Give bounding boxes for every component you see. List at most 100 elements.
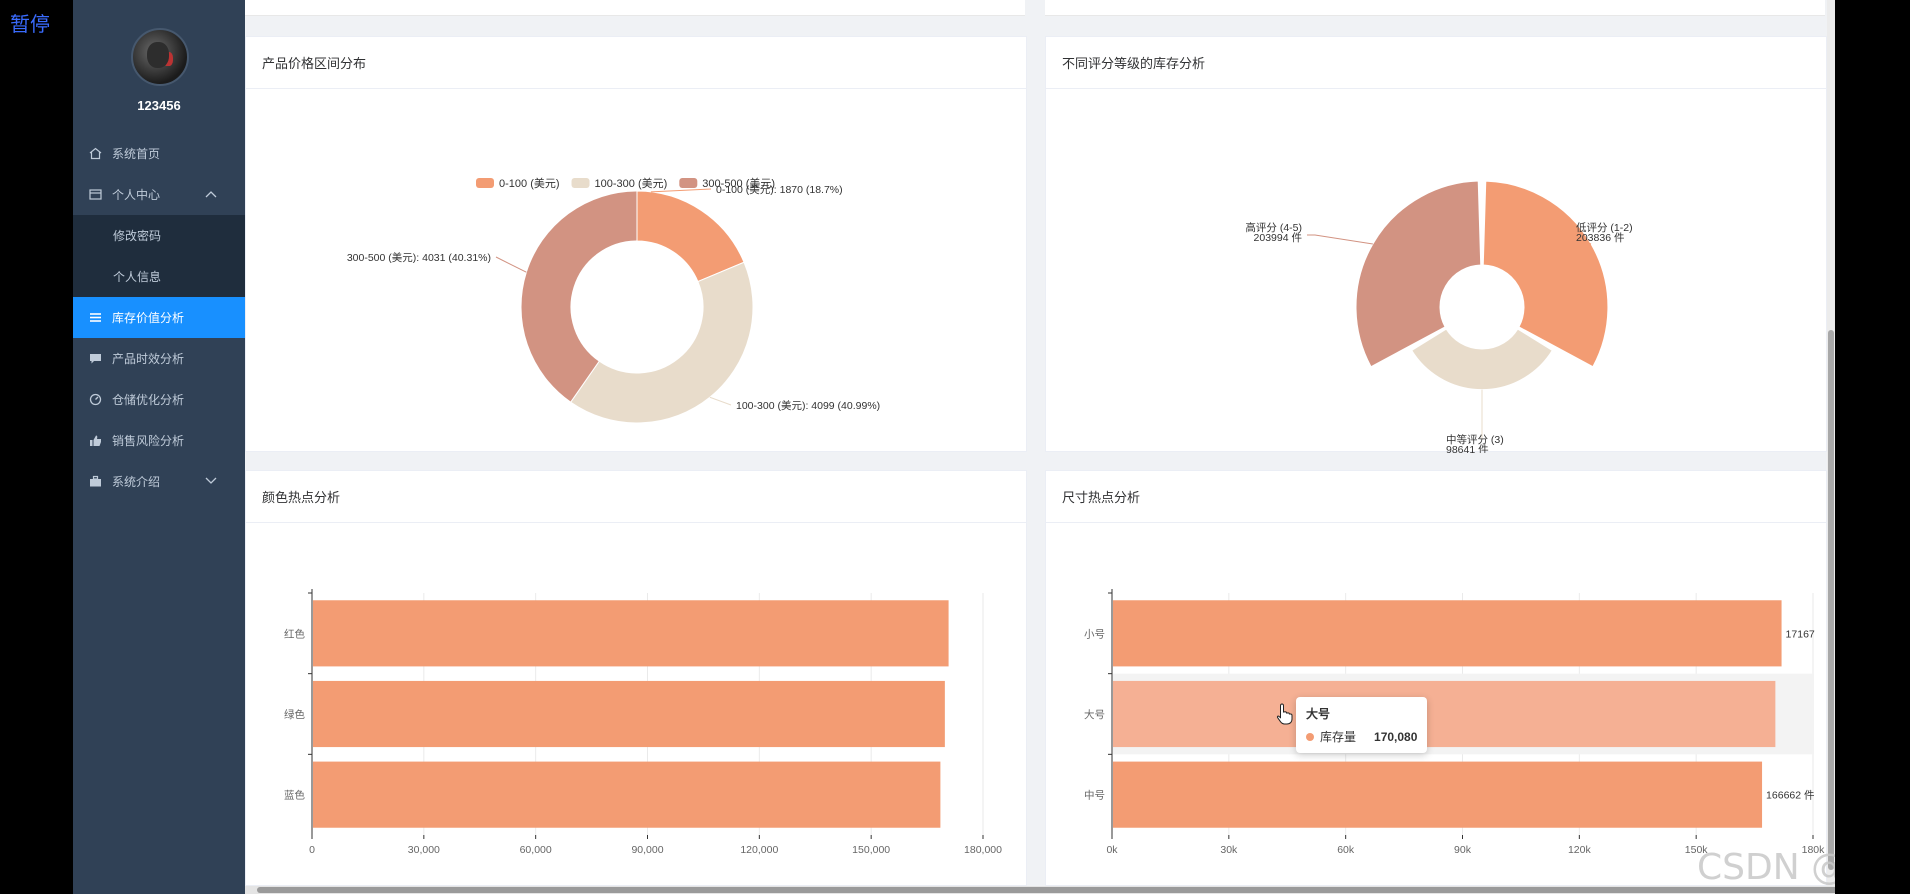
pie-label: 0-100 (美元): 1870 (18.7%) xyxy=(716,183,843,196)
tooltip-row: 库存量 170,080 xyxy=(1306,728,1417,745)
sidebar-item-label: 修改密码 xyxy=(113,229,162,243)
rose-label-name: 高评分 (4-5) xyxy=(1245,221,1302,234)
username: 123456 xyxy=(137,98,181,113)
sidebar: 123456 系统首页 个人中心 修改密码 xyxy=(73,0,245,894)
legend-item: 0-100 (美元) xyxy=(499,177,560,190)
pie-label: 300-500 (美元): 4031 (40.31%) xyxy=(347,251,491,264)
hand-cursor-icon xyxy=(1276,703,1294,731)
x-tick-label: 120,000 xyxy=(740,844,778,856)
bar xyxy=(313,761,941,828)
user-card-icon xyxy=(88,188,102,202)
rose-slice xyxy=(1355,180,1482,368)
chart-tooltip: 大号 库存量 170,080 xyxy=(1296,697,1428,753)
sidebar-item-system-intro[interactable]: 系统介绍 xyxy=(73,461,245,502)
x-tick-label: 180k xyxy=(1802,844,1826,856)
sidebar-item-label: 销售风险分析 xyxy=(112,434,185,448)
chevron-up-icon xyxy=(205,189,217,201)
x-tick-label: 0 xyxy=(309,844,315,856)
bar-value-label: 17167 xyxy=(1786,628,1815,640)
bar xyxy=(1113,680,1776,748)
main-content: 产品价格区间分布 0-100 (美元) 100-300 (美元) 300-500 (… xyxy=(245,0,1835,894)
card-title: 颜色热点分析 xyxy=(246,471,1026,523)
card-title: 不同评分等级的库存分析 xyxy=(1046,37,1826,89)
color-hotspot-chart: 0 30,000 60,000 90,000 120,000 150,000 180,000… xyxy=(284,589,1002,856)
bar xyxy=(313,600,949,667)
chevron-down-icon xyxy=(205,476,217,488)
tooltip-title: 大号 xyxy=(1306,707,1331,721)
sidebar-item-change-password[interactable]: 修改密码 xyxy=(73,215,245,256)
rose-label-name: 中等评分 (3) xyxy=(1446,433,1504,446)
avatar[interactable] xyxy=(131,28,189,86)
x-tick-label: 60k xyxy=(1337,844,1355,856)
x-tick-label: 180,000 xyxy=(964,844,1002,856)
tooltip-value: 170,080 xyxy=(1374,729,1418,744)
x-tick-label: 30k xyxy=(1220,844,1238,856)
x-tick-label: 30,000 xyxy=(408,844,440,856)
pie-slice xyxy=(636,190,745,283)
vertical-scrollbar[interactable] xyxy=(1827,0,1835,886)
list-icon xyxy=(88,311,102,325)
bar xyxy=(1113,761,1763,828)
sidebar-item-label: 仓储优化分析 xyxy=(112,393,185,407)
rose-label-line xyxy=(1562,234,1592,245)
y-tick-label: 小号 xyxy=(1084,628,1105,640)
sidebar-item-label: 个人中心 xyxy=(112,188,161,202)
personal-center-submenu: 修改密码 个人信息 xyxy=(73,215,245,297)
pause-indicator: 暂停 xyxy=(10,12,50,36)
thumb-icon xyxy=(88,434,102,448)
sidebar-menu: 系统首页 个人中心 修改密码 个人信息 xyxy=(73,133,245,502)
bar xyxy=(313,680,945,748)
horizontal-scrollbar-thumb[interactable] xyxy=(257,887,1835,893)
pie-slice xyxy=(520,190,638,403)
x-tick-label: 150,000 xyxy=(852,844,890,856)
x-tick-label: 150k xyxy=(1685,844,1709,856)
rose-label-value: 203836 件 xyxy=(1576,232,1624,244)
sidebar-item-personal-center[interactable]: 个人中心 xyxy=(73,174,245,215)
sidebar-item-home[interactable]: 系统首页 xyxy=(73,133,245,174)
rose-slice xyxy=(1482,180,1609,368)
previous-card-bottom xyxy=(245,0,1025,16)
x-tick-label: 60,000 xyxy=(520,844,552,856)
color-hotspot-card: 颜色热点分析 0 30,000 60,000 90,000 120,000 150,000… xyxy=(245,470,1027,886)
size-hotspot-card: 尺寸热点分析 0k 30k 60k 90k 120k 150k 180k 小号 17167 大号中… xyxy=(1045,470,1827,886)
horizontal-scrollbar[interactable] xyxy=(245,886,1835,894)
pie-label-line xyxy=(709,396,732,406)
app-window: 123456 系统首页 个人中心 修改密码 xyxy=(73,0,1835,894)
home-icon xyxy=(88,147,102,161)
previous-card-bottom xyxy=(1045,0,1825,16)
gauge-icon xyxy=(88,393,102,407)
legend-swatch xyxy=(476,178,494,188)
bar xyxy=(1113,600,1782,667)
briefcase-icon xyxy=(88,475,102,489)
sidebar-item-product-timeliness[interactable]: 产品时效分析 xyxy=(73,338,245,379)
y-tick-label: 蓝色 xyxy=(284,789,305,802)
tooltip-series: 库存量 xyxy=(1320,730,1357,744)
x-tick-label: 90,000 xyxy=(631,844,663,856)
sidebar-item-inventory-value[interactable]: 库存价值分析 xyxy=(73,297,245,338)
sidebar-item-label: 系统首页 xyxy=(112,147,161,161)
y-tick-label: 中号 xyxy=(1084,789,1105,802)
vertical-scrollbar-thumb[interactable] xyxy=(1828,330,1834,870)
legend-swatch xyxy=(571,178,590,188)
pie-label: 100-300 (美元): 4099 (40.99%) xyxy=(736,399,880,412)
rating-inventory-card: 不同评分等级的库存分析 低评分 (1-2) 203836 件中等评分 (3) 986… xyxy=(1045,36,1827,453)
price-range-card: 产品价格区间分布 0-100 (美元) 100-300 (美元) 300-500 (… xyxy=(245,36,1027,452)
x-tick-label: 120k xyxy=(1568,844,1592,856)
sidebar-item-personal-info[interactable]: 个人信息 xyxy=(73,256,245,297)
pie-slice xyxy=(569,261,754,424)
sidebar-item-sales-risk[interactable]: 销售风险分析 xyxy=(73,420,245,461)
y-tick-label: 大号 xyxy=(1084,708,1105,721)
x-tick-label: 90k xyxy=(1454,844,1472,856)
sidebar-item-label: 系统介绍 xyxy=(112,475,161,489)
series-dot-icon xyxy=(1306,732,1314,741)
sidebar-item-label: 库存价值分析 xyxy=(112,311,185,325)
legend-item: 100-300 (美元) xyxy=(595,177,668,190)
card-title: 产品价格区间分布 xyxy=(246,37,1026,89)
comment-icon xyxy=(88,352,102,366)
y-tick-label: 绿色 xyxy=(284,708,305,721)
rose-label-line xyxy=(1307,234,1373,245)
sidebar-item-storage-optimization[interactable]: 仓储优化分析 xyxy=(73,379,245,420)
rose-label-value: 98641 件 xyxy=(1446,444,1489,453)
bar-value-label: 166662 件 xyxy=(1766,790,1814,802)
